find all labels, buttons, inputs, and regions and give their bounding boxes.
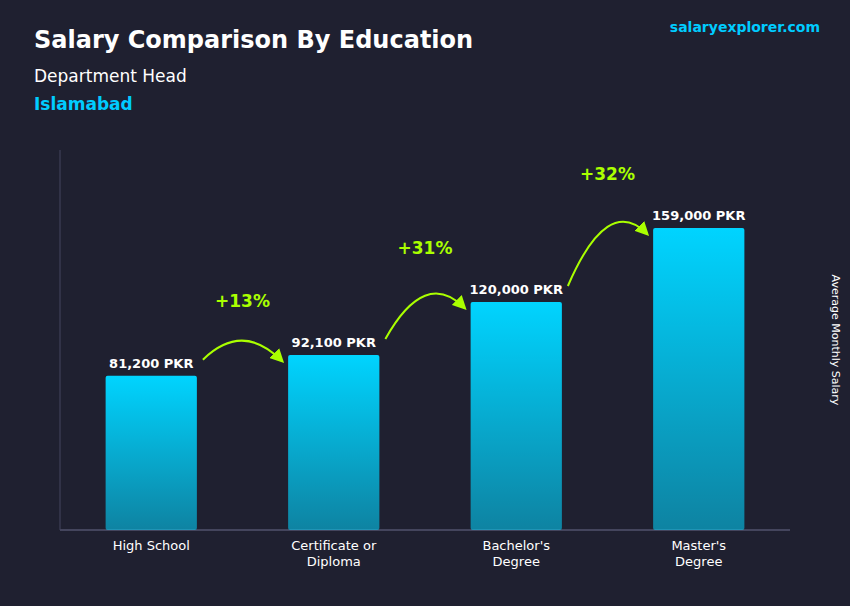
data-label: 92,100 PKR [292, 335, 376, 350]
growth-arrow [203, 341, 282, 361]
x-tick-label: Master'sDegree [671, 538, 726, 569]
growth-label: +31% [398, 238, 453, 258]
y-axis-line [60, 150, 61, 530]
subtitle: Department Head [34, 66, 187, 86]
subtitle: Islamabad [34, 94, 133, 114]
bar [471, 302, 562, 530]
data-label: 81,200 PKR [109, 356, 193, 371]
background [0, 0, 850, 606]
x-tick-label: Certificate orDiploma [291, 538, 377, 569]
bar [106, 376, 197, 530]
chart: Salary Comparison By Education Department… [0, 0, 850, 606]
x-tick-label: Bachelor'sDegree [482, 538, 550, 569]
bar [288, 355, 379, 530]
growth-label: +32% [580, 164, 635, 184]
bars [106, 228, 745, 530]
data-label: 159,000 PKR [652, 208, 745, 223]
y-axis-label: Average Monthly Salary [829, 275, 842, 406]
growth-label: +13% [215, 291, 270, 311]
title: Salary Comparison By Education [34, 26, 473, 54]
growth-arrow [568, 222, 647, 286]
watermark: salaryexplorer.com [670, 19, 820, 35]
data-label: 120,000 PKR [470, 282, 563, 297]
bar [653, 228, 744, 530]
x-tick-label: High School [113, 538, 190, 553]
growth-arrow [385, 294, 464, 339]
